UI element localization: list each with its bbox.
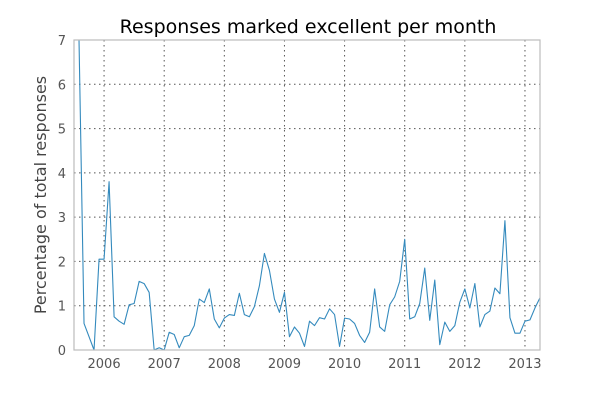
y-tick-label: 6 xyxy=(58,78,66,93)
x-tick-label: 2010 xyxy=(328,357,361,372)
x-tick-label: 2008 xyxy=(208,357,241,372)
y-tick-label: 5 xyxy=(58,123,66,138)
y-tick-label: 0 xyxy=(58,344,66,359)
plot-frame xyxy=(73,39,541,351)
x-tick-label: 2006 xyxy=(88,357,121,372)
grid xyxy=(74,39,540,351)
y-tick-label: 7 xyxy=(58,34,66,49)
y-tick-label: 2 xyxy=(58,255,66,270)
y-tick-label: 1 xyxy=(58,300,66,315)
x-tick-label: 2013 xyxy=(508,357,541,372)
x-tick-label: 2011 xyxy=(388,357,421,372)
tick-labels: 0 1 2 3 4 5 6 7 2006 2007 2008 2009 2010 2011 2012 2013 xyxy=(58,34,542,372)
x-tick-label: 2012 xyxy=(448,357,481,372)
y-axis-label: Percentage of total responses xyxy=(31,76,50,314)
series-line xyxy=(78,39,541,351)
x-tick-label: 2009 xyxy=(268,357,301,372)
y-tick-label: 3 xyxy=(58,211,66,226)
series-layer xyxy=(78,39,541,351)
y-tick-label: 4 xyxy=(58,167,66,182)
x-tick-label: 2007 xyxy=(148,357,181,372)
chart-title: Responses marked excellent per month xyxy=(120,16,497,38)
